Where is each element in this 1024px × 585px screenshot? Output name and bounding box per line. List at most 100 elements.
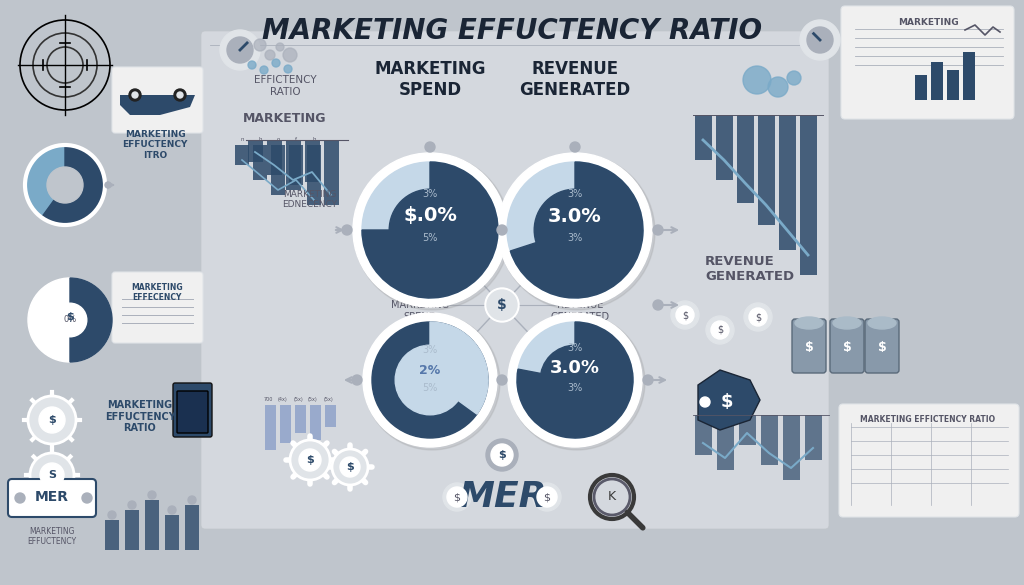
Circle shape	[643, 375, 653, 385]
Circle shape	[47, 167, 83, 203]
Text: MARKETING: MARKETING	[244, 112, 327, 125]
Circle shape	[486, 439, 518, 471]
Text: $: $	[843, 342, 851, 355]
Text: 5%: 5%	[422, 383, 437, 393]
FancyBboxPatch shape	[112, 67, 203, 133]
FancyBboxPatch shape	[112, 272, 203, 343]
Circle shape	[174, 89, 186, 101]
Text: MARKETING
EFFUCTENCY: MARKETING EFFUCTENCY	[28, 527, 77, 546]
Circle shape	[227, 37, 253, 63]
Circle shape	[711, 321, 729, 339]
Circle shape	[425, 142, 435, 152]
Circle shape	[700, 397, 710, 407]
Circle shape	[535, 189, 615, 271]
Circle shape	[299, 449, 321, 471]
FancyBboxPatch shape	[8, 479, 96, 517]
Polygon shape	[120, 95, 195, 115]
Wedge shape	[430, 322, 488, 414]
Text: MARKETING
EFFECENCY: MARKETING EFFECENCY	[131, 283, 183, 302]
Bar	[267, 140, 282, 175]
Circle shape	[15, 493, 25, 503]
Bar	[800, 115, 817, 275]
Circle shape	[570, 142, 580, 152]
Wedge shape	[42, 145, 105, 225]
Bar	[295, 405, 306, 433]
Bar	[307, 145, 321, 205]
Bar	[324, 140, 339, 205]
Circle shape	[447, 487, 467, 507]
Text: $: $	[306, 455, 314, 465]
Circle shape	[108, 511, 116, 519]
Bar	[280, 405, 291, 443]
Circle shape	[265, 50, 275, 60]
Bar	[289, 145, 303, 185]
Text: REVENUE
GENERATED: REVENUE GENERATED	[519, 60, 631, 99]
Circle shape	[541, 345, 610, 415]
Text: MARKETING
EDNECENCY: MARKETING EDNECENCY	[283, 190, 338, 209]
Text: MARKETING
SPEND: MARKETING SPEND	[374, 60, 485, 99]
Text: o: o	[276, 137, 280, 142]
Text: $: $	[755, 312, 761, 322]
Text: 3%: 3%	[567, 189, 583, 199]
Wedge shape	[25, 145, 105, 225]
Bar	[271, 145, 285, 195]
Bar	[695, 415, 712, 455]
Text: 5%: 5%	[422, 233, 437, 243]
Text: h: h	[312, 137, 315, 142]
Wedge shape	[372, 322, 488, 438]
Circle shape	[395, 345, 465, 415]
Circle shape	[653, 225, 663, 235]
Text: $: $	[497, 298, 507, 312]
FancyBboxPatch shape	[865, 319, 899, 373]
Bar	[717, 415, 734, 470]
Circle shape	[284, 65, 292, 73]
Text: (5x): (5x)	[324, 397, 333, 402]
Text: 2%: 2%	[420, 363, 440, 377]
Circle shape	[537, 487, 557, 507]
Circle shape	[490, 444, 513, 466]
Text: 3.0%: 3.0%	[550, 359, 600, 377]
Circle shape	[132, 92, 138, 98]
Bar	[165, 515, 179, 550]
Circle shape	[509, 314, 645, 450]
Circle shape	[30, 453, 74, 497]
Text: 3%: 3%	[567, 383, 583, 393]
Bar	[931, 62, 943, 100]
Circle shape	[168, 506, 176, 514]
Circle shape	[744, 303, 772, 331]
Text: 3%: 3%	[567, 343, 583, 353]
Circle shape	[768, 77, 788, 97]
Circle shape	[487, 290, 517, 320]
Circle shape	[40, 463, 63, 487]
Bar	[716, 115, 733, 180]
Circle shape	[332, 449, 368, 485]
Bar	[234, 145, 249, 165]
Circle shape	[508, 313, 642, 447]
Circle shape	[743, 66, 771, 94]
Circle shape	[177, 92, 183, 98]
Text: MARKETING
SPEND: MARKETING SPEND	[391, 300, 450, 322]
Circle shape	[272, 59, 280, 67]
Circle shape	[28, 396, 76, 444]
Circle shape	[129, 89, 141, 101]
Wedge shape	[517, 322, 633, 438]
Text: (5x): (5x)	[308, 397, 317, 402]
Wedge shape	[517, 322, 633, 438]
Wedge shape	[28, 278, 112, 362]
Circle shape	[290, 440, 330, 480]
Circle shape	[676, 306, 694, 324]
Text: (5x): (5x)	[293, 397, 303, 402]
Circle shape	[353, 153, 507, 307]
Wedge shape	[510, 162, 643, 298]
Bar	[758, 115, 775, 225]
Bar	[779, 115, 796, 250]
Bar	[125, 510, 139, 550]
Circle shape	[248, 61, 256, 69]
Text: $: $	[454, 492, 461, 502]
Circle shape	[498, 153, 652, 307]
FancyBboxPatch shape	[792, 319, 826, 373]
Circle shape	[148, 491, 156, 499]
Text: f: f	[295, 137, 297, 142]
Ellipse shape	[795, 317, 823, 329]
Circle shape	[352, 375, 362, 385]
